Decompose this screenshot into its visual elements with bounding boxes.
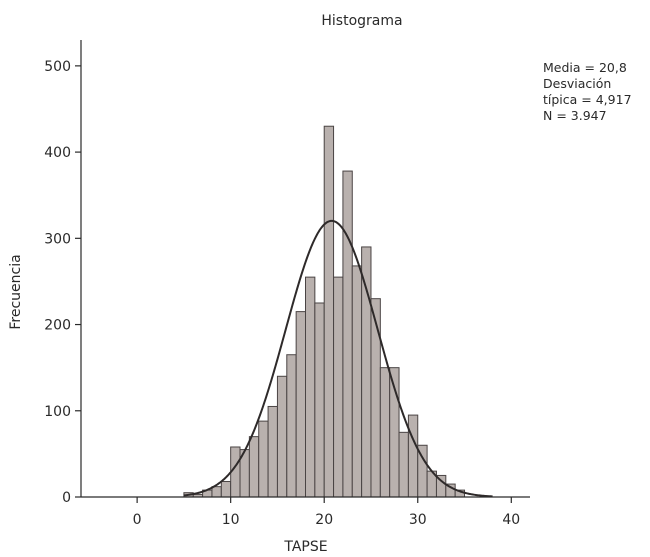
x-tick-label: 20 xyxy=(315,512,333,528)
y-tick-label: 300 xyxy=(44,231,71,247)
stats-legend: Media = 20,8 Desviación típica = 4,917 N… xyxy=(543,60,632,124)
histogram-bar xyxy=(220,480,232,498)
x-tick-label: 10 xyxy=(222,512,240,528)
histogram-bar xyxy=(370,298,381,498)
stats-sd-label: Desviación xyxy=(543,76,612,91)
x-tick-label: 30 xyxy=(409,512,427,528)
x-axis-label: TAPSE xyxy=(283,539,327,555)
normal-curve xyxy=(183,219,493,498)
y-tick-label: 400 xyxy=(44,145,71,161)
stats-sd-value: típica = 4,917 xyxy=(543,92,632,107)
bars-layer xyxy=(183,125,466,498)
histogram-bar xyxy=(351,265,363,498)
stats-mean: Media = 20,8 xyxy=(543,60,627,75)
histogram-bar xyxy=(407,414,419,498)
y-tick-label: 500 xyxy=(44,59,71,75)
histogram-bar xyxy=(276,375,288,498)
x-tick-label: 0 xyxy=(133,512,142,528)
chart-title: Histograma xyxy=(321,13,402,29)
histogram-bar xyxy=(314,302,325,498)
histogram-bar xyxy=(286,354,297,498)
histogram-bar xyxy=(258,420,269,498)
y-axis-label: Frecuencia xyxy=(8,254,24,329)
histogram-bar xyxy=(342,170,353,498)
x-tick-label: 40 xyxy=(502,512,520,528)
histogram-bar xyxy=(305,276,316,498)
histogram-bar xyxy=(211,486,222,498)
histogram-bar xyxy=(295,311,307,498)
histogram-bar xyxy=(323,125,335,498)
histogram-bar xyxy=(248,436,260,498)
histogram-bar xyxy=(379,367,391,498)
histogram-bar xyxy=(333,276,344,498)
stats-n: N = 3.947 xyxy=(543,108,607,123)
axes-layer: 0 100 200 300 400 500 0 10 20 30 40 xyxy=(44,40,530,528)
histogram-bar xyxy=(398,431,409,498)
histogram-bar xyxy=(267,405,278,498)
histogram-bar xyxy=(361,246,372,498)
y-tick-label: 200 xyxy=(44,318,71,334)
y-tick-label: 0 xyxy=(62,490,71,506)
y-tick-label: 100 xyxy=(44,404,71,420)
